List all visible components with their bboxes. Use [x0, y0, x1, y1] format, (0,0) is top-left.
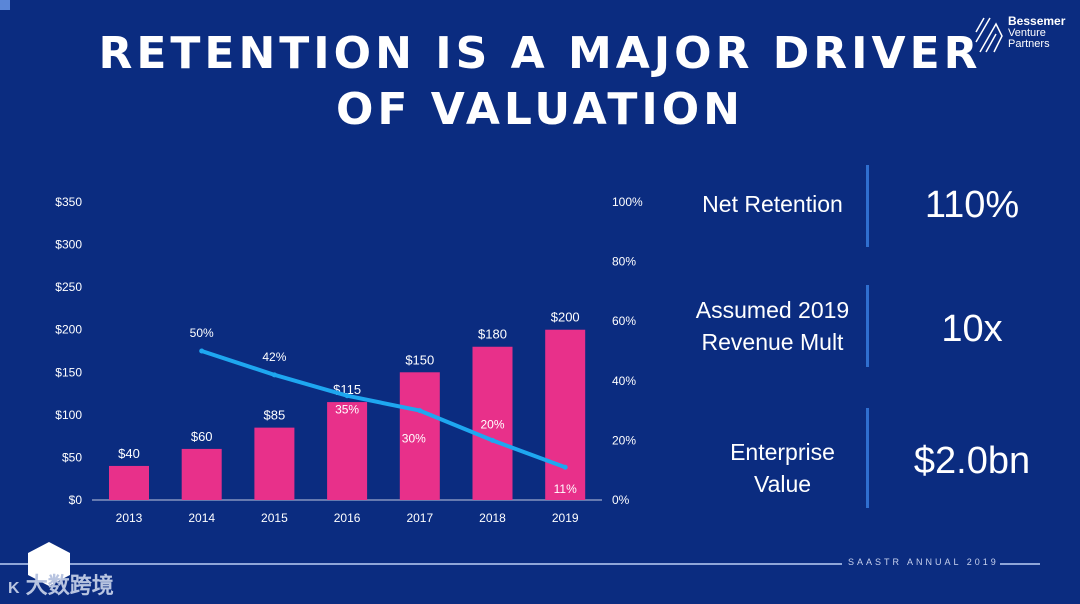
- footer-line: [1000, 563, 1040, 565]
- title-line-2: OF VALUATION: [336, 84, 744, 135]
- revenue-chart: $0 $50 $100 $150 $200 $250 $300 $350 0% 20% 40% 60%…: [55, 195, 643, 525]
- growth-point: [417, 408, 423, 414]
- bar: [399, 372, 440, 500]
- left-axis-tick: $150: [55, 365, 82, 379]
- bessemer-logo-icon: [975, 17, 1003, 53]
- x-axis-tick: 2019: [552, 511, 579, 525]
- corner-marker: [0, 0, 10, 10]
- x-axis-tick: 2017: [406, 511, 433, 525]
- bar-label: $200: [551, 310, 580, 325]
- left-axis-tick: $250: [55, 280, 82, 294]
- x-axis-tick: 2015: [261, 511, 288, 525]
- bar: [327, 402, 368, 500]
- growth-label: 50%: [190, 326, 214, 340]
- right-axis-tick: 100%: [612, 195, 643, 209]
- right-axis-tick: 80%: [612, 255, 636, 269]
- bar-label: $85: [264, 408, 286, 423]
- growth-label: 35%: [335, 403, 359, 417]
- stat-value-enterprise-value: $2.0bn: [913, 440, 1031, 482]
- footer-line: [0, 563, 842, 565]
- left-axis-tick: $300: [55, 238, 82, 252]
- title-line-1: RETENTION IS A MAJOR DRIVER: [98, 28, 982, 79]
- growth-label: 20%: [480, 417, 504, 431]
- x-axis-tick: 2014: [188, 511, 215, 525]
- bar: [545, 329, 586, 500]
- growth-label: 42%: [262, 350, 286, 364]
- left-axis-tick: $50: [62, 450, 82, 464]
- divider: [866, 408, 869, 508]
- bar: [109, 465, 149, 500]
- bar-label: $180: [478, 327, 507, 342]
- bar: [254, 427, 295, 500]
- left-axis-tick: $100: [55, 408, 82, 422]
- growth-label: 30%: [402, 432, 426, 446]
- stat-label-revenue-mult: Assumed 2019 Revenue Mult: [695, 297, 850, 355]
- bar-label: $60: [191, 429, 213, 444]
- left-axis-tick: $0: [69, 493, 83, 507]
- watermark: K 大数跨境: [8, 573, 114, 598]
- growth-point: [490, 437, 495, 443]
- bar-label: $40: [118, 446, 140, 461]
- logo-line-3: Partners: [1008, 38, 1050, 50]
- right-axis-tick: 0%: [612, 493, 630, 507]
- right-axis-tick: 40%: [612, 374, 636, 388]
- page-title: RETENTION IS A MAJOR DRIVER OF VALUATION: [0, 26, 1080, 138]
- growth-point: [271, 372, 277, 378]
- stat-label-enterprise-value: Enterprise Value: [730, 439, 835, 497]
- stat-value-revenue-mult: 10x: [941, 308, 1003, 350]
- stat-value-net-retention: 110%: [924, 184, 1020, 226]
- bar: [181, 448, 222, 500]
- x-axis-tick: 2018: [479, 511, 506, 525]
- growth-label: 11%: [554, 482, 577, 496]
- right-axis-tick: 60%: [612, 314, 636, 328]
- growth-point: [344, 393, 350, 399]
- growth-point: [562, 464, 568, 470]
- growth-point: [199, 348, 205, 354]
- bar-label: $150: [405, 352, 434, 367]
- footer-text: SAASTR ANNUAL 2019: [848, 557, 999, 567]
- stat-label-net-retention: Net Retention: [702, 191, 843, 217]
- bar: [472, 346, 513, 500]
- logo-line-1: Bessemer: [1008, 14, 1066, 28]
- x-axis-tick: 2013: [116, 511, 143, 525]
- logo-line-2: Venture: [1008, 27, 1046, 39]
- growth-line: [201, 349, 566, 470]
- bessemer-logo: Bessemer Venture Partners: [972, 14, 1072, 54]
- right-axis-tick: 20%: [612, 433, 636, 447]
- divider: [866, 285, 869, 367]
- left-axis-tick: $350: [55, 195, 82, 209]
- divider: [866, 165, 869, 247]
- x-axis-tick: 2016: [334, 511, 361, 525]
- left-axis-tick: $200: [55, 323, 82, 337]
